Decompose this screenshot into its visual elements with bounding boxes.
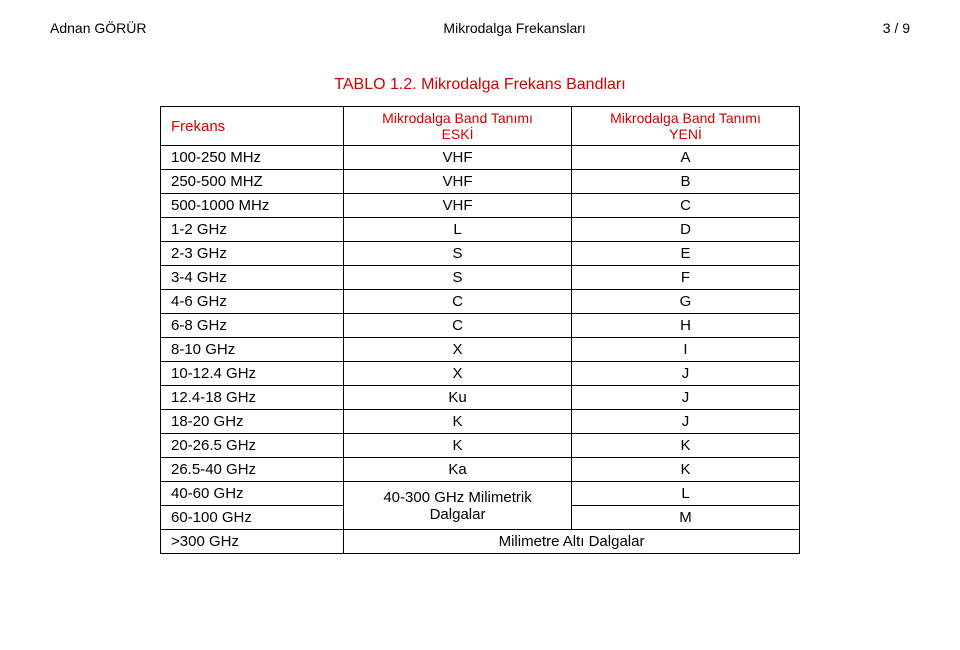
frequency-table: Frekans Mikrodalga Band Tanımı ESKİ Mikr… <box>160 106 800 554</box>
cell-frekans: 18-20 GHz <box>161 410 344 434</box>
cell-eski: K <box>344 434 572 458</box>
cell-frekans: >300 GHz <box>161 530 344 554</box>
header-title: Mikrodalga Frekansları <box>146 20 882 36</box>
cell-yeni: J <box>572 410 800 434</box>
col-yeni-top: Mikrodalga Band Tanımı <box>582 110 789 126</box>
cell-frekans: 4-6 GHz <box>161 290 344 314</box>
cell-frekans: 60-100 GHz <box>161 506 344 530</box>
cell-yeni: F <box>572 266 800 290</box>
col-yeni: Mikrodalga Band Tanımı YENİ <box>572 107 800 146</box>
cell-yeni: J <box>572 362 800 386</box>
header-author: Adnan GÖRÜR <box>50 20 146 36</box>
cell-yeni: K <box>572 458 800 482</box>
cell-eski: C <box>344 314 572 338</box>
cell-frekans: 6-8 GHz <box>161 314 344 338</box>
table-row: 26.5-40 GHzKaK <box>161 458 800 482</box>
cell-yeni: A <box>572 146 800 170</box>
cell-yeni: C <box>572 194 800 218</box>
cell-frekans: 10-12.4 GHz <box>161 362 344 386</box>
table-row: 12.4-18 GHzKuJ <box>161 386 800 410</box>
cell-frekans: 3-4 GHz <box>161 266 344 290</box>
cell-frekans: 2-3 GHz <box>161 242 344 266</box>
cell-yeni: D <box>572 218 800 242</box>
col-frekans: Frekans <box>161 107 344 146</box>
table-row: 500-1000 MHzVHFC <box>161 194 800 218</box>
cell-yeni: L <box>572 482 800 506</box>
cell-yeni: I <box>572 338 800 362</box>
table-caption: TABLO 1.2. Mikrodalga Frekans Bandları <box>50 76 910 94</box>
table-header-row: Frekans Mikrodalga Band Tanımı ESKİ Mikr… <box>161 107 800 146</box>
table-row: 18-20 GHzKJ <box>161 410 800 434</box>
table-row: 100-250 MHzVHFA <box>161 146 800 170</box>
cell-eski: L <box>344 218 572 242</box>
cell-eski-yeni-merged: Milimetre Altı Dalgalar <box>344 530 800 554</box>
cell-frekans: 20-26.5 GHz <box>161 434 344 458</box>
col-yeni-bottom: YENİ <box>582 126 789 142</box>
document-page: Adnan GÖRÜR Mikrodalga Frekansları 3 / 9… <box>0 0 960 650</box>
cell-frekans: 500-1000 MHz <box>161 194 344 218</box>
col-eski: Mikrodalga Band Tanımı ESKİ <box>344 107 572 146</box>
table-row: 8-10 GHzXI <box>161 338 800 362</box>
page-header: Adnan GÖRÜR Mikrodalga Frekansları 3 / 9 <box>50 20 910 36</box>
cell-eski: VHF <box>344 194 572 218</box>
col-eski-top: Mikrodalga Band Tanımı <box>354 110 561 126</box>
cell-frekans: 12.4-18 GHz <box>161 386 344 410</box>
cell-yeni: B <box>572 170 800 194</box>
cell-yeni: H <box>572 314 800 338</box>
cell-eski-merged: 40-300 GHz MilimetrikDalgalar <box>344 482 572 530</box>
table-row: >300 GHzMilimetre Altı Dalgalar <box>161 530 800 554</box>
cell-eski: X <box>344 362 572 386</box>
table-row: 2-3 GHzSE <box>161 242 800 266</box>
milimetrik-bottom: Dalgalar <box>354 506 561 523</box>
cell-eski: K <box>344 410 572 434</box>
cell-yeni: E <box>572 242 800 266</box>
table-row: 20-26.5 GHzKK <box>161 434 800 458</box>
cell-frekans: 8-10 GHz <box>161 338 344 362</box>
cell-frekans: 250-500 MHZ <box>161 170 344 194</box>
cell-yeni: K <box>572 434 800 458</box>
cell-eski: C <box>344 290 572 314</box>
cell-yeni: J <box>572 386 800 410</box>
cell-eski: S <box>344 266 572 290</box>
table-row: 4-6 GHzCG <box>161 290 800 314</box>
table-row: 1-2 GHzLD <box>161 218 800 242</box>
table-row: 6-8 GHzCH <box>161 314 800 338</box>
col-eski-bottom: ESKİ <box>354 126 561 142</box>
header-page: 3 / 9 <box>883 20 910 36</box>
cell-eski: S <box>344 242 572 266</box>
cell-eski: X <box>344 338 572 362</box>
cell-yeni: M <box>572 506 800 530</box>
table-row: 3-4 GHzSF <box>161 266 800 290</box>
cell-eski: VHF <box>344 170 572 194</box>
cell-eski: Ku <box>344 386 572 410</box>
table-row: 40-60 GHz40-300 GHz MilimetrikDalgalarL <box>161 482 800 506</box>
table-row: 250-500 MHZVHFB <box>161 170 800 194</box>
cell-yeni: G <box>572 290 800 314</box>
cell-eski: Ka <box>344 458 572 482</box>
table-row: 10-12.4 GHzXJ <box>161 362 800 386</box>
milimetrik-top: 40-300 GHz Milimetrik <box>354 489 561 506</box>
cell-frekans: 1-2 GHz <box>161 218 344 242</box>
cell-frekans: 100-250 MHz <box>161 146 344 170</box>
cell-frekans: 26.5-40 GHz <box>161 458 344 482</box>
cell-eski: VHF <box>344 146 572 170</box>
cell-frekans: 40-60 GHz <box>161 482 344 506</box>
